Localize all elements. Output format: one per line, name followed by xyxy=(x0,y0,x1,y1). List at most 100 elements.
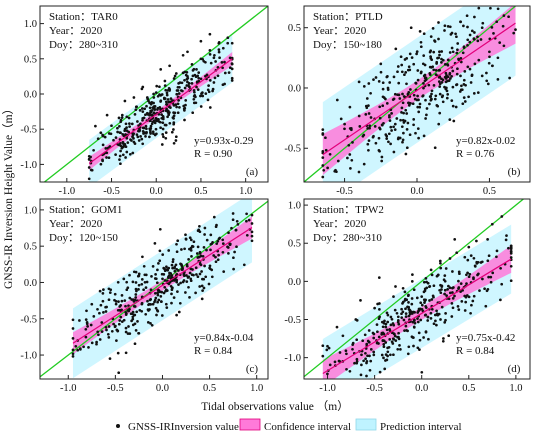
data-point xyxy=(369,116,373,119)
x-tick-label: 0.5 xyxy=(203,383,216,394)
data-point xyxy=(138,109,142,112)
legend-confidence-swatch xyxy=(239,418,261,431)
data-point xyxy=(95,342,98,346)
data-point xyxy=(397,331,400,335)
data-point xyxy=(85,322,89,326)
data-point xyxy=(412,123,415,127)
data-point xyxy=(401,138,405,142)
data-point xyxy=(443,292,446,296)
data-point xyxy=(158,249,162,253)
data-point xyxy=(128,125,131,128)
data-point xyxy=(118,319,122,322)
data-point xyxy=(113,292,117,296)
data-point xyxy=(192,240,196,244)
data-point xyxy=(489,6,492,10)
data-point xyxy=(348,369,352,373)
data-point xyxy=(380,320,384,324)
data-point xyxy=(443,24,447,28)
data-point xyxy=(400,307,403,311)
data-point xyxy=(119,149,122,153)
data-point xyxy=(164,123,168,127)
data-point xyxy=(187,285,190,289)
data-point xyxy=(475,262,479,265)
data-point xyxy=(424,117,427,120)
data-point xyxy=(245,219,248,223)
regression-equation: y=0.84x-0.04 xyxy=(194,332,254,344)
y-axis-title: GNSS-IR Inversion Height Value（m） xyxy=(2,103,15,289)
data-point xyxy=(404,108,408,112)
data-point xyxy=(71,318,75,322)
data-point xyxy=(361,339,365,343)
data-point xyxy=(200,284,204,288)
data-point xyxy=(400,111,403,114)
data-point xyxy=(200,92,203,95)
data-point xyxy=(461,289,464,292)
data-point xyxy=(143,131,147,134)
data-point xyxy=(383,367,387,371)
data-point xyxy=(390,112,393,115)
scatter-points xyxy=(87,32,234,181)
data-point xyxy=(122,143,126,147)
data-point xyxy=(466,65,470,69)
data-point xyxy=(124,351,128,355)
data-point xyxy=(384,322,388,326)
data-point xyxy=(408,309,412,312)
correlation-r: R = 0.84 xyxy=(456,345,495,357)
data-point xyxy=(90,302,94,306)
data-point xyxy=(413,97,417,101)
data-point xyxy=(403,290,407,294)
y-tick-label: 0.0 xyxy=(288,277,301,288)
data-point xyxy=(428,284,432,288)
data-point xyxy=(376,330,379,334)
data-point xyxy=(161,253,165,256)
data-point xyxy=(429,49,433,53)
data-point xyxy=(106,332,110,336)
data-point xyxy=(381,81,385,85)
data-point xyxy=(418,105,422,109)
data-point xyxy=(150,323,154,327)
data-point xyxy=(204,275,208,279)
data-point xyxy=(250,239,254,243)
data-point xyxy=(412,118,416,121)
data-point xyxy=(155,281,159,285)
data-point xyxy=(150,275,153,278)
data-point xyxy=(422,82,425,85)
data-point xyxy=(116,130,119,134)
data-point xyxy=(424,98,427,102)
data-point xyxy=(476,91,480,94)
data-point xyxy=(465,14,469,18)
data-point xyxy=(479,38,483,41)
confidence-interval-band xyxy=(322,6,516,176)
data-point xyxy=(131,315,135,319)
data-point xyxy=(105,156,108,159)
data-point xyxy=(413,319,416,322)
data-point xyxy=(407,314,411,318)
data-point xyxy=(450,315,454,318)
data-point xyxy=(429,35,433,38)
data-point xyxy=(134,296,138,299)
data-point xyxy=(412,62,416,66)
data-point xyxy=(445,86,448,90)
data-point xyxy=(124,330,128,334)
data-point xyxy=(208,106,212,109)
data-point xyxy=(426,319,430,322)
data-point xyxy=(466,43,469,47)
data-point xyxy=(417,331,421,335)
data-point xyxy=(154,277,158,281)
data-point xyxy=(499,266,502,270)
data-point xyxy=(184,291,187,294)
data-point xyxy=(322,168,326,172)
data-point xyxy=(135,133,139,136)
data-point xyxy=(132,96,136,99)
data-point xyxy=(321,175,325,179)
data-point xyxy=(367,139,371,142)
data-point xyxy=(206,98,210,102)
data-point xyxy=(90,168,94,172)
y-tick-label: -0.5 xyxy=(20,314,37,325)
year-text: Year：2020 xyxy=(313,218,367,230)
data-point xyxy=(448,71,452,75)
data-point xyxy=(71,355,75,358)
data-point xyxy=(171,260,175,264)
data-point xyxy=(185,263,189,266)
